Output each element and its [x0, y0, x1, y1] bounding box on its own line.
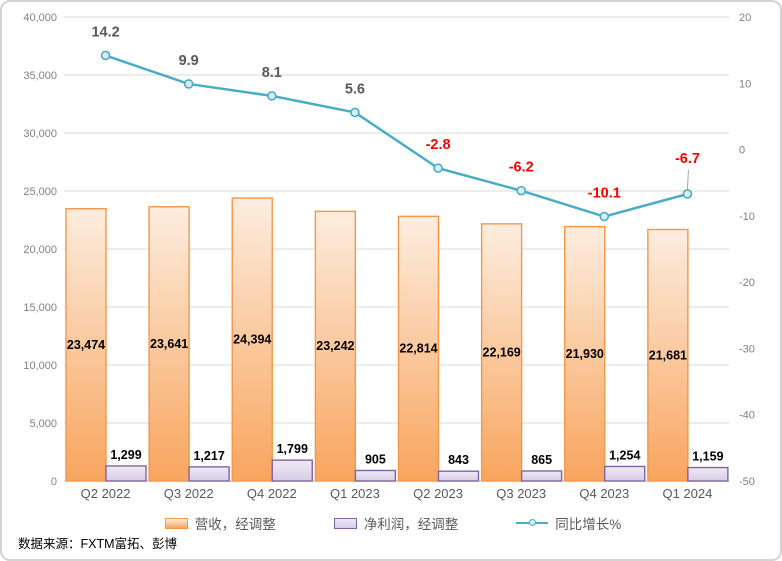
legend-item-netprofit: 净利润，经调整 — [333, 513, 459, 533]
category-label: Q4 2022 — [247, 486, 297, 501]
bar-label-revenue: 22,169 — [483, 345, 521, 359]
line-label: -2.8 — [426, 137, 451, 153]
bar-netprofit — [687, 466, 729, 482]
bar-label-revenue: 24,394 — [233, 333, 271, 347]
line-label: -6.2 — [509, 160, 534, 176]
yoy-line — [104, 54, 689, 218]
line-marker — [682, 189, 693, 199]
left-axis-tick: 5,000 — [29, 418, 57, 430]
bar-netprofit — [354, 469, 397, 482]
right-axis-tick: -30 — [739, 343, 755, 355]
category-label: Q1 2024 — [663, 486, 713, 501]
bar-revenue — [148, 206, 190, 482]
bar-label-netprofit: 1,217 — [193, 449, 224, 463]
bar-label-revenue: 21,930 — [566, 347, 604, 361]
category-label: Q1 2023 — [330, 486, 380, 501]
line-label: 8.1 — [262, 65, 282, 81]
left-axis-tick: 35,000 — [23, 70, 57, 82]
bar-label-revenue: 23,474 — [67, 338, 105, 352]
legend-line-marker-icon — [516, 519, 549, 528]
left-axis-tick: 10,000 — [23, 360, 57, 372]
line-marker — [599, 211, 610, 222]
right-axis-tick: 10 — [739, 78, 751, 90]
legend-dot-icon — [528, 519, 536, 526]
line-marker — [350, 107, 360, 118]
category-label: Q2 2022 — [81, 486, 131, 501]
left-axis-tick: 30,000 — [23, 128, 57, 140]
legend: 营收，经调整 净利润，经调整 同比增长% — [2, 510, 780, 536]
right-axis-tick: -40 — [739, 410, 755, 422]
bar-label-revenue: 22,814 — [399, 342, 437, 356]
right-axis-tick: -10 — [739, 211, 755, 223]
bar-label-netprofit: 1,299 — [110, 448, 141, 462]
category-label: Q2 2023 — [413, 486, 463, 501]
right-axis-tick: -50 — [739, 476, 755, 488]
label-leader-line — [686, 169, 689, 190]
bar-revenue — [480, 223, 523, 482]
bar-label-netprofit: 1,254 — [609, 448, 640, 462]
legend-swatch-netprofit-icon — [333, 517, 357, 529]
line-label: -6.7 — [675, 151, 700, 167]
bar-label-netprofit: 843 — [448, 453, 469, 467]
right-axis-tick: 0 — [739, 145, 745, 157]
bar-netprofit — [188, 466, 230, 482]
line-label: 14.2 — [91, 24, 119, 40]
bar-revenue — [231, 197, 273, 482]
line-label: 9.9 — [179, 53, 199, 69]
left-axis-tick: 25,000 — [23, 186, 57, 198]
plot-area: 40,000 35,000 30,000 25,000 20,000 15,000 10,0… — [23, 12, 755, 501]
bar-label-netprofit: 1,159 — [692, 450, 723, 464]
bar-label-netprofit: 865 — [531, 453, 552, 467]
bar-netprofit — [520, 470, 563, 482]
legend-label-netprofit: 净利润，经调整 — [363, 517, 459, 532]
line-marker — [267, 91, 277, 101]
legend-label-yoy: 同比增长% — [555, 517, 622, 532]
category-label: Q3 2022 — [164, 486, 214, 501]
left-axis-tick: 20,000 — [23, 244, 57, 256]
bar-label-netprofit: 1,799 — [277, 442, 308, 456]
legend-label-revenue: 营收，经调整 — [194, 517, 276, 532]
legend-swatch-revenue-icon — [164, 517, 188, 529]
bar-label-revenue: 23,242 — [316, 339, 354, 353]
bar-netprofit — [437, 470, 480, 482]
line-label: 5.6 — [345, 81, 365, 97]
bar-label-revenue: 21,681 — [649, 348, 687, 362]
bar-netprofit — [604, 465, 646, 482]
legend-item-yoy: 同比增长% — [516, 513, 621, 533]
category-label: Q4 2023 — [579, 486, 629, 501]
line-marker — [433, 163, 443, 173]
legend-item-revenue: 营收，经调整 — [164, 513, 276, 533]
bar-revenue — [564, 225, 606, 482]
bar-revenue — [314, 210, 357, 482]
left-axis-tick: 40,000 — [23, 12, 57, 24]
bar-revenue — [647, 228, 689, 482]
bar-revenue — [397, 215, 440, 482]
bar-label-netprofit: 905 — [365, 453, 386, 467]
bar-revenue — [65, 208, 107, 482]
data-source: 数据来源：FXTM富拓、彭博 — [18, 537, 178, 551]
bar-netprofit — [271, 459, 313, 482]
line-marker — [516, 185, 526, 196]
line-label: -10.1 — [588, 186, 621, 202]
category-label: Q3 2023 — [496, 486, 546, 501]
left-axis-tick: 15,000 — [23, 302, 57, 314]
bar-label-revenue: 23,641 — [150, 337, 188, 351]
left-axis-tick: 0 — [51, 476, 57, 488]
bar-netprofit — [105, 465, 147, 482]
line-marker — [183, 79, 194, 89]
right-axis-tick: -20 — [739, 277, 755, 289]
line-marker — [100, 50, 111, 61]
right-axis-tick: 20 — [739, 12, 751, 24]
